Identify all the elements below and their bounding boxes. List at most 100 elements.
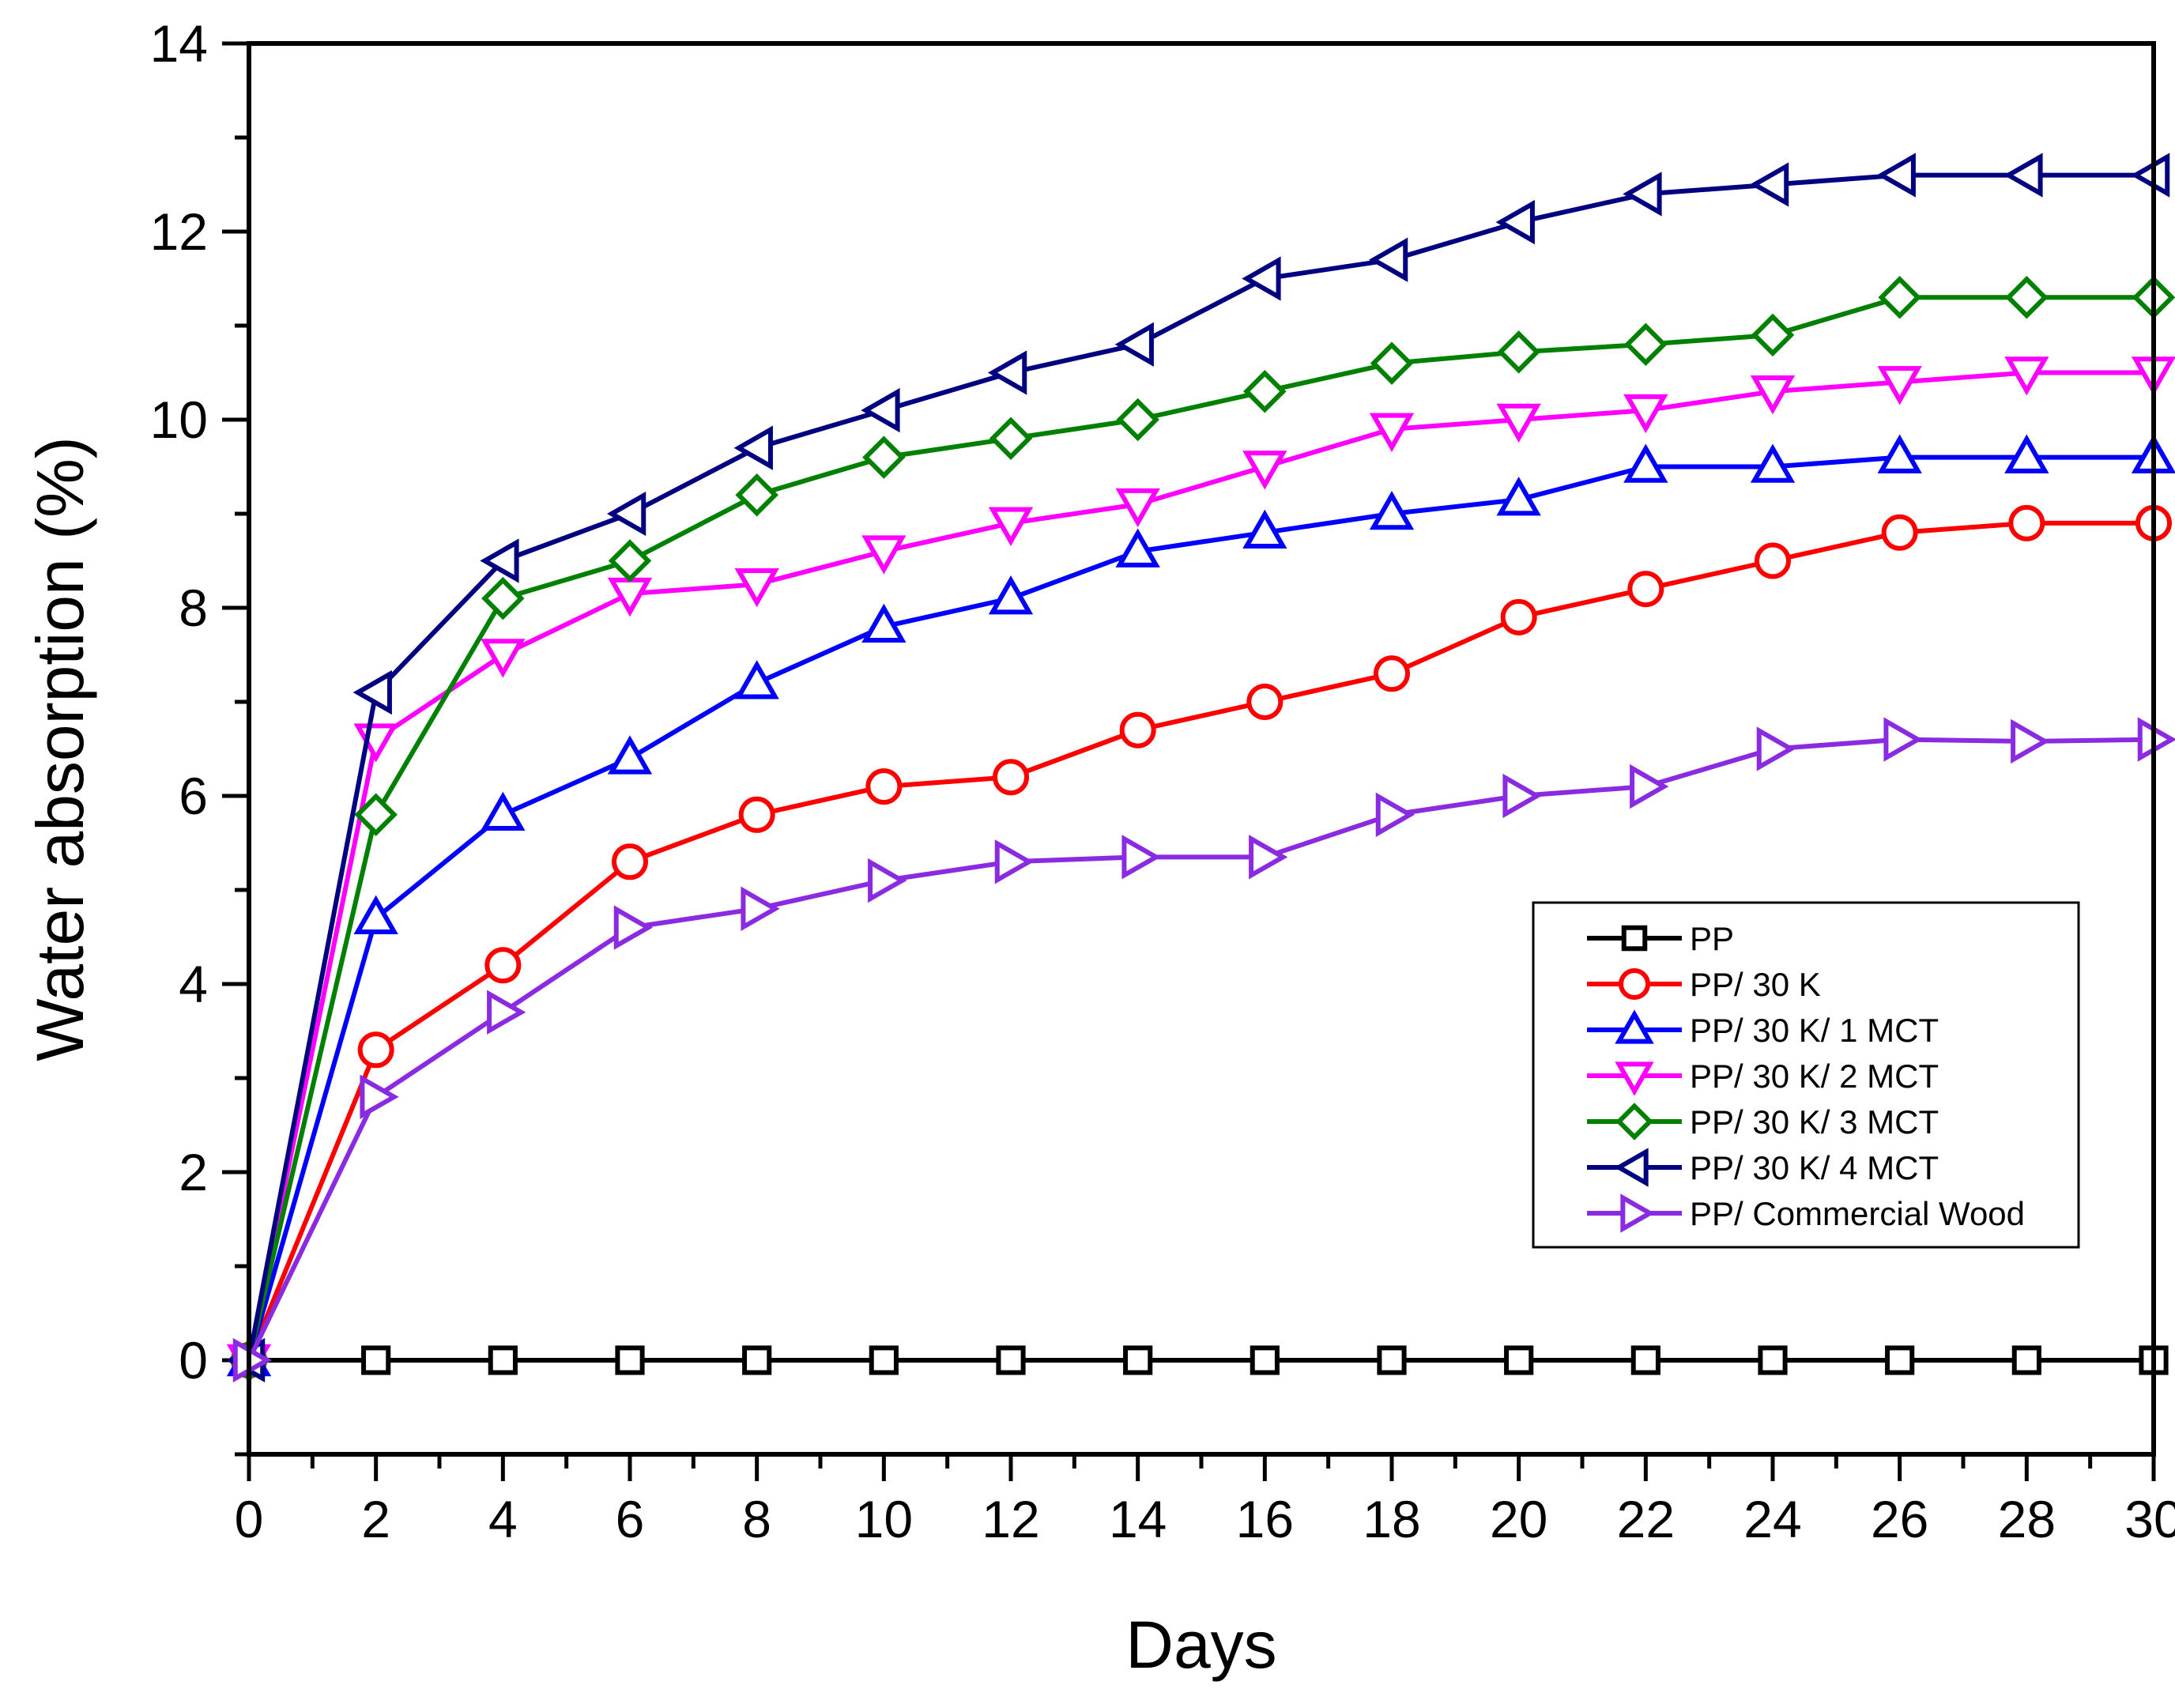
y-tick-labels: 0 2 4 6 8 10 12 14 xyxy=(150,14,208,1389)
series-0 xyxy=(234,1345,2169,1375)
data-point xyxy=(354,793,398,837)
data-point xyxy=(1877,434,1922,473)
legend-item: PP/ 30 K/ 2 MCT xyxy=(1587,1058,1939,1096)
data-point xyxy=(1243,370,1287,413)
y-axis-title: Water absorption (%) xyxy=(23,436,97,1061)
data-point xyxy=(1242,509,1287,549)
x-tick-label: 24 xyxy=(1743,1490,1801,1548)
data-point xyxy=(1368,237,1408,282)
y-tick-label: 4 xyxy=(179,955,208,1013)
y-tick-label: 0 xyxy=(179,1331,208,1389)
data-point xyxy=(1623,394,1668,434)
series-line xyxy=(247,172,2154,1361)
legend-label: PP/ 30 K/ 3 MCT xyxy=(1690,1103,1939,1141)
data-point xyxy=(988,575,1034,615)
x-tick-label: 22 xyxy=(1617,1490,1675,1548)
data-point xyxy=(1496,403,1541,443)
data-point xyxy=(357,1031,394,1069)
data-point xyxy=(612,843,648,880)
x-tick-label: 0 xyxy=(235,1490,264,1548)
data-point xyxy=(1877,366,1922,405)
data-point xyxy=(742,1345,772,1375)
legend-marker xyxy=(1614,1148,1649,1187)
series-line xyxy=(247,737,2154,1362)
data-point xyxy=(1756,726,1796,771)
data-point xyxy=(1246,684,1284,720)
data-point xyxy=(989,417,1033,461)
data-point xyxy=(1115,488,1160,528)
data-point xyxy=(869,1345,899,1375)
data-point xyxy=(1883,717,1923,762)
legend-item: PP/ 30 K xyxy=(1587,966,1821,1003)
data-point xyxy=(481,791,526,831)
data-point xyxy=(1115,528,1160,567)
data-point xyxy=(2011,1345,2041,1375)
data-point xyxy=(1750,375,1796,415)
series-line xyxy=(247,370,2154,1361)
data-point xyxy=(1500,598,1537,635)
data-point xyxy=(993,759,1029,796)
data-point xyxy=(868,858,907,903)
legend-marker xyxy=(1615,1103,1653,1141)
legend-item: PP/ 30 K/ 1 MCT xyxy=(1587,1009,1939,1049)
x-tick-label: 20 xyxy=(1490,1490,1547,1548)
data-point xyxy=(2003,153,2043,198)
data-point xyxy=(1242,256,1281,301)
data-point xyxy=(1751,313,1795,357)
legend-label: PP/ Commercial Wood xyxy=(1690,1195,2025,1232)
data-point xyxy=(1375,792,1415,837)
data-point xyxy=(994,839,1035,884)
data-point xyxy=(487,990,526,1035)
data-point xyxy=(1758,1345,1788,1375)
data-point xyxy=(352,669,392,715)
data-point xyxy=(1881,514,1918,551)
x-tick-label: 2 xyxy=(361,1490,390,1548)
legend-item: PP xyxy=(1587,920,1734,957)
data-point xyxy=(1369,490,1415,530)
series-5 xyxy=(225,153,2170,1383)
y-tick-label: 14 xyxy=(150,14,208,73)
data-point xyxy=(1750,443,1796,483)
x-tick-label: 16 xyxy=(1236,1490,1294,1548)
data-point xyxy=(988,507,1034,546)
y-tick-label: 12 xyxy=(150,202,208,261)
data-point xyxy=(865,768,903,805)
data-point xyxy=(734,660,779,699)
data-point xyxy=(1623,172,1662,217)
x-axis-title: Days xyxy=(1125,1608,1276,1682)
data-point xyxy=(1885,1345,1915,1375)
data-point xyxy=(1878,276,1921,319)
data-point xyxy=(1242,451,1287,490)
legend-label: PP xyxy=(1690,920,1734,957)
data-point xyxy=(1630,764,1669,809)
data-point xyxy=(1504,1345,1534,1375)
data-point xyxy=(1369,413,1415,452)
data-point xyxy=(741,886,780,931)
legend-marker xyxy=(1621,925,1648,952)
data-point xyxy=(360,1074,399,1119)
legend-item: PP/ Commercial Wood xyxy=(1587,1193,2025,1233)
x-tick-label: 4 xyxy=(488,1490,518,1548)
data-point xyxy=(481,639,526,678)
data-point xyxy=(480,538,519,583)
y-tick-label: 10 xyxy=(150,390,208,449)
data-point xyxy=(1374,655,1410,692)
legend: PP PP/ 30 K PP/ 30 K/ 1 MCT PP/ 30 K/ 2 MCT… xyxy=(1532,901,2080,1249)
legend-label: PP/ 30 K xyxy=(1690,966,1821,1003)
legend-marker xyxy=(1620,1193,1655,1233)
data-point xyxy=(608,539,652,583)
y-tick-label: 8 xyxy=(179,579,208,637)
data-point xyxy=(738,796,775,833)
data-point xyxy=(1116,398,1159,442)
data-point xyxy=(1249,835,1288,880)
data-point xyxy=(861,603,907,643)
series-line xyxy=(247,520,2154,1362)
data-point xyxy=(734,568,779,608)
x-tick-label: 10 xyxy=(855,1490,913,1548)
data-point xyxy=(1497,330,1540,374)
legend-item: PP/ 30 K/ 3 MCT xyxy=(1587,1103,1939,1141)
series-line xyxy=(247,295,2154,1361)
x-tick-label: 6 xyxy=(616,1490,645,1548)
data-point xyxy=(861,535,907,575)
